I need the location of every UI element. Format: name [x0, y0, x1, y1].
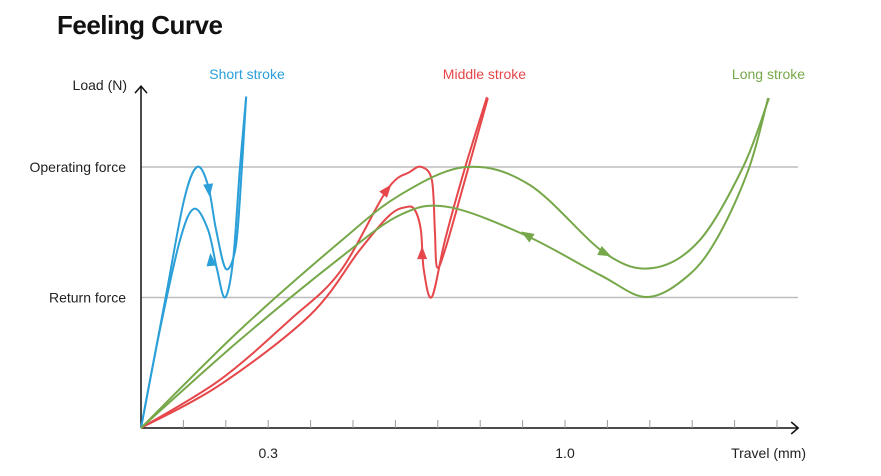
curve-press: [140, 97, 770, 429]
x-tick-label: 0.3: [258, 445, 278, 461]
y-axis-label: Load (N): [73, 77, 127, 93]
direction-arrow-icon: [520, 231, 535, 243]
series-label: Middle stroke: [443, 66, 526, 82]
x-axis-arrow-icon: [790, 421, 800, 435]
direction-arrow-icon: [597, 246, 612, 257]
reference-label: Return force: [49, 290, 126, 306]
curve-return: [140, 97, 770, 429]
curve-press: [140, 97, 489, 429]
series-label: Short stroke: [209, 66, 285, 82]
chart-title: Feeling Curve: [57, 10, 223, 40]
series-label: Long stroke: [732, 66, 805, 82]
direction-arrow-icon: [206, 252, 217, 267]
direction-arrow-icon: [203, 183, 214, 197]
direction-arrow-icon: [417, 246, 428, 260]
reference-label: Operating force: [30, 159, 127, 175]
direction-arrow-icon: [379, 184, 392, 198]
curve-return: [140, 96, 248, 429]
y-axis-arrow-icon: [134, 84, 148, 94]
curve-return: [140, 96, 488, 429]
x-axis-label: Travel (mm): [731, 445, 806, 461]
x-tick-label: 1.0: [555, 445, 575, 461]
